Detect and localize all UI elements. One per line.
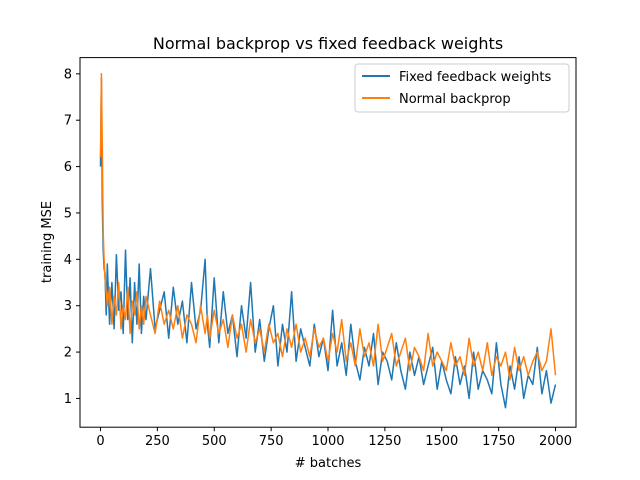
x-tick-label: 0 — [96, 434, 104, 449]
y-tick-label: 2 — [64, 346, 72, 361]
x-tick-label: 1250 — [368, 434, 401, 449]
legend-label-normal-backprop: Normal backprop — [399, 92, 511, 107]
series-line-fixed-feedback-weights — [99, 77, 557, 409]
x-tick-label: 500 — [202, 434, 227, 449]
series-line-normal-backprop — [99, 73, 557, 381]
y-tick-label: 4 — [64, 253, 72, 268]
y-tick-label: 3 — [64, 299, 72, 314]
y-axis: 1 2 3 4 5 6 7 8 — [64, 67, 80, 407]
series-layer — [99, 73, 557, 409]
x-tick-label: 2000 — [539, 434, 572, 449]
y-tick-label: 8 — [64, 67, 72, 82]
y-tick-label: 6 — [64, 160, 72, 175]
legend-box — [354, 63, 570, 113]
x-axis-label: # batches — [295, 456, 362, 471]
legend-label-fixed-feedback: Fixed feedback weights — [399, 70, 552, 85]
x-tick-label: 250 — [145, 434, 170, 449]
x-tick-label: 1750 — [482, 434, 515, 449]
chart-title: Normal backprop vs fixed feedback weight… — [153, 34, 503, 53]
y-tick-label: 7 — [64, 114, 72, 129]
legend: Fixed feedback weights Normal backprop — [354, 63, 570, 113]
y-axis-label: training MSE — [40, 201, 55, 283]
x-tick-label: 750 — [259, 434, 284, 449]
y-tick-label: 5 — [64, 206, 72, 221]
y-tick-label: 1 — [64, 392, 72, 407]
x-tick-label: 1000 — [311, 434, 344, 449]
x-axis: 0 250 500 750 1000 1250 1500 1750 2000 — [96, 427, 572, 449]
x-tick-label: 1500 — [425, 434, 458, 449]
